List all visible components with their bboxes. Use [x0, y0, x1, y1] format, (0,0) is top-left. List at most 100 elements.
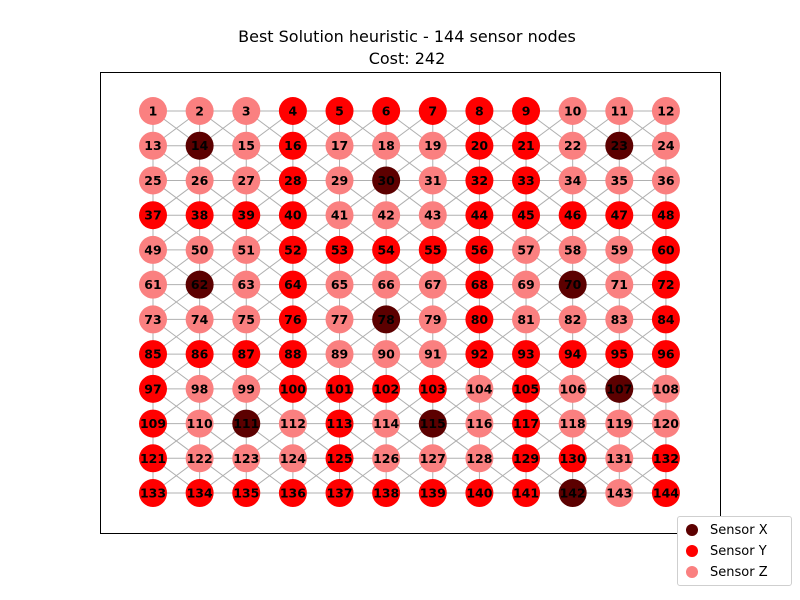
sensor-node-55: 55	[418, 235, 447, 264]
sensor-node-17: 17	[325, 131, 354, 160]
node-label: 93	[517, 347, 534, 362]
node-label: 77	[331, 312, 348, 327]
node-label: 120	[653, 416, 679, 431]
node-marker	[418, 374, 447, 403]
node-label: 67	[424, 277, 441, 292]
node-label: 86	[191, 347, 209, 362]
node-marker	[512, 97, 541, 125]
sensor-node-126: 126	[372, 444, 401, 473]
node-marker	[232, 374, 261, 403]
sensor-node-110: 110	[185, 409, 214, 438]
sensor-node-138: 138	[372, 479, 401, 508]
sensor-node-5: 5	[325, 97, 354, 125]
sensor-node-100: 100	[278, 374, 307, 403]
sensor-node-54: 54	[372, 235, 401, 264]
sensor-node-87: 87	[232, 340, 261, 369]
sensor-node-108: 108	[651, 374, 680, 403]
sensor-node-25: 25	[139, 166, 167, 195]
node-label: 124	[280, 451, 306, 466]
sensor-node-98: 98	[185, 374, 214, 403]
node-label: 125	[326, 451, 352, 466]
node-marker	[325, 444, 354, 473]
node-label: 96	[657, 347, 675, 362]
node-label: 51	[238, 242, 255, 257]
sensor-node-73: 73	[139, 305, 167, 334]
node-label: 46	[564, 208, 582, 223]
sensor-node-11: 11	[605, 97, 634, 125]
sensor-node-30: 30	[372, 166, 401, 195]
node-label: 66	[377, 277, 395, 292]
node-marker	[185, 166, 214, 195]
node-marker	[325, 305, 354, 334]
node-label: 113	[326, 416, 352, 431]
node-label: 135	[233, 486, 259, 501]
node-marker	[139, 235, 167, 264]
node-marker	[139, 409, 167, 438]
node-label: 141	[513, 486, 539, 501]
sensor-node-136: 136	[278, 479, 307, 508]
node-label: 122	[187, 451, 213, 466]
node-label: 34	[564, 173, 582, 188]
node-marker	[418, 409, 447, 438]
sensor-node-12: 12	[651, 97, 680, 125]
node-marker	[372, 131, 401, 160]
sensor-node-67: 67	[418, 270, 447, 299]
node-marker	[372, 479, 401, 508]
sensor-node-89: 89	[325, 340, 354, 369]
sensor-node-7: 7	[418, 97, 447, 125]
node-label: 22	[564, 138, 581, 153]
sensor-node-42: 42	[372, 201, 401, 230]
node-marker	[512, 201, 541, 230]
node-marker	[372, 409, 401, 438]
node-marker	[512, 340, 541, 369]
node-marker	[605, 270, 634, 299]
node-marker	[418, 201, 447, 230]
sensor-node-49: 49	[139, 235, 167, 264]
node-marker	[232, 201, 261, 230]
node-marker	[372, 97, 401, 125]
node-marker	[418, 235, 447, 264]
node-marker	[605, 374, 634, 403]
sensor-node-35: 35	[605, 166, 634, 195]
node-label: 59	[611, 242, 628, 257]
node-marker	[185, 340, 214, 369]
legend-item-sensor-z: Sensor Z	[686, 562, 768, 582]
node-marker	[325, 270, 354, 299]
sensor-node-103: 103	[418, 374, 447, 403]
node-label: 88	[284, 347, 301, 362]
sensor-node-118: 118	[558, 409, 587, 438]
node-label: 38	[191, 208, 208, 223]
sensor-node-78: 78	[372, 305, 401, 334]
node-label: 70	[564, 277, 582, 292]
edges-layer	[152, 110, 667, 494]
node-label: 118	[560, 416, 586, 431]
sensor-node-144: 144	[651, 479, 680, 508]
node-label: 14	[191, 138, 209, 153]
node-label: 83	[611, 312, 628, 327]
node-marker	[139, 374, 167, 403]
sensor-node-24: 24	[651, 131, 680, 160]
sensor-node-80: 80	[465, 305, 494, 334]
sensor-node-109: 109	[139, 409, 167, 438]
sensor-node-6: 6	[372, 97, 401, 125]
node-marker	[605, 305, 634, 334]
node-marker	[418, 97, 447, 125]
node-marker	[465, 166, 494, 195]
sensor-node-56: 56	[465, 235, 494, 264]
sensor-node-1: 1	[139, 97, 167, 125]
node-label: 42	[377, 208, 394, 223]
node-label: 139	[420, 486, 446, 501]
node-label: 119	[606, 416, 632, 431]
node-marker	[232, 340, 261, 369]
node-label: 140	[466, 486, 492, 501]
sensor-node-63: 63	[232, 270, 261, 299]
node-label: 50	[191, 242, 209, 257]
node-label: 30	[377, 173, 395, 188]
node-label: 97	[144, 381, 161, 396]
node-label: 89	[331, 347, 348, 362]
sensor-node-65: 65	[325, 270, 354, 299]
node-marker	[139, 305, 167, 334]
node-marker	[605, 409, 634, 438]
sensor-node-133: 133	[139, 479, 167, 508]
